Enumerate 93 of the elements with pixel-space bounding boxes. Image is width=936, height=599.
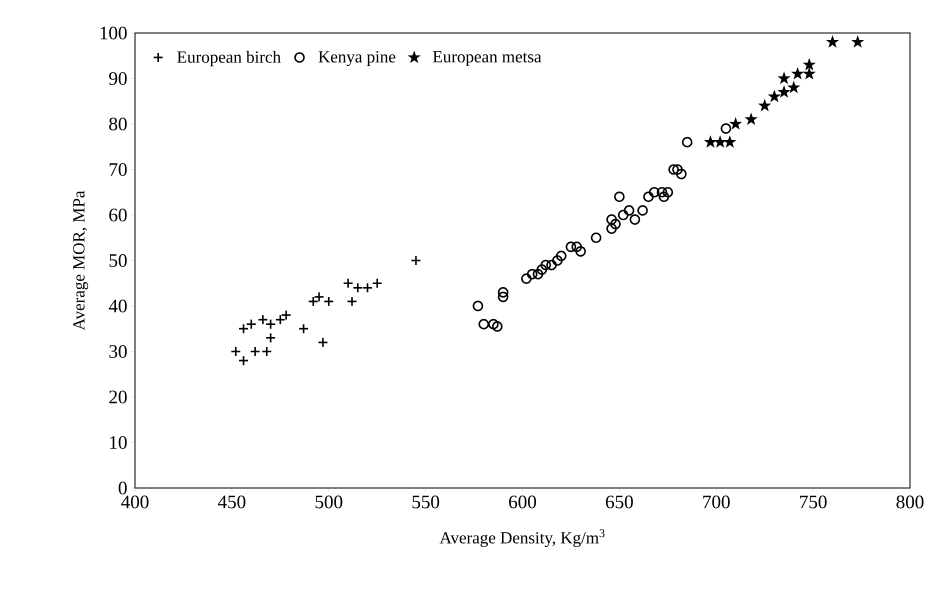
point: [492, 321, 503, 332]
point: [571, 242, 582, 252]
point: [526, 268, 538, 280]
point: [314, 292, 324, 302]
point: [624, 205, 634, 216]
point: [804, 60, 814, 70]
point: [552, 255, 563, 266]
x-tick-label: 750: [800, 496, 827, 508]
point: [478, 318, 490, 330]
point: [606, 214, 617, 225]
point: [746, 114, 756, 124]
y-tick-label: 60: [109, 208, 127, 222]
point: [323, 296, 334, 307]
y-tick-label: 10: [110, 436, 127, 449]
y-tick-label: 20: [109, 390, 127, 404]
point: [238, 355, 249, 366]
point: [265, 332, 276, 344]
point: [720, 123, 732, 134]
point: [318, 337, 328, 348]
y-tick-label: 80: [109, 118, 127, 130]
point: [730, 118, 741, 128]
point: [230, 346, 242, 357]
point: [410, 255, 422, 266]
point: [590, 232, 602, 244]
point: [498, 292, 508, 302]
point: [536, 264, 548, 275]
point: [676, 168, 687, 180]
point: [556, 250, 567, 262]
y-tick-label: 40: [108, 300, 127, 312]
point: [575, 246, 586, 257]
point: [852, 36, 863, 47]
x-tick-label: 550: [412, 496, 440, 508]
x-tick-label: 450: [218, 496, 246, 508]
point: [668, 164, 679, 175]
y-tick-label: 70: [110, 163, 127, 176]
point: [298, 323, 309, 334]
point: [610, 218, 621, 230]
y-tick-label: 50: [110, 254, 127, 267]
point: [637, 205, 648, 216]
point: [566, 242, 576, 252]
point: [352, 282, 364, 294]
x-axis-title: Average Density, Kg/m$^{3}$: [440, 529, 605, 548]
x-tick-label: 600: [509, 496, 536, 508]
x-tick-label: 400: [121, 496, 149, 508]
point: [246, 318, 257, 330]
point: [760, 100, 770, 110]
point: [778, 86, 790, 97]
point: [672, 164, 683, 175]
point: [250, 346, 260, 357]
point: [648, 186, 660, 198]
point: [804, 68, 814, 78]
point: [606, 223, 617, 234]
point: [658, 191, 670, 202]
point: [472, 300, 484, 312]
x-tick-label: 800: [896, 496, 924, 508]
point: [532, 268, 544, 280]
point: [280, 310, 292, 320]
point: [724, 136, 735, 147]
point: [614, 191, 625, 202]
point: [630, 214, 640, 225]
y-tick-label: 90: [109, 72, 127, 85]
point: [540, 260, 552, 270]
point: [778, 73, 790, 83]
point: [498, 287, 508, 298]
point: [546, 260, 557, 270]
x-tick-label: 500: [316, 496, 342, 508]
point: [308, 296, 319, 307]
point: [488, 318, 499, 330]
legend-label: European birch: [177, 50, 281, 66]
legend-label: European metsa: [432, 51, 542, 66]
y-axis-title: Average MOR, MPa: [73, 190, 88, 330]
point: [643, 191, 654, 202]
y-tick-label: 30: [109, 345, 127, 358]
point: [261, 346, 272, 357]
point: [682, 136, 692, 148]
point: [769, 91, 780, 102]
point: [618, 210, 629, 220]
x-tick-label: 700: [703, 496, 730, 508]
point: [792, 68, 803, 78]
point: [788, 82, 799, 92]
point: [827, 36, 838, 47]
point: [521, 273, 532, 284]
point: [362, 282, 373, 294]
y-tick-label: 100: [100, 26, 127, 40]
point: [275, 314, 286, 325]
y-tick-label: 0: [118, 482, 127, 494]
point: [715, 136, 726, 147]
point: [662, 186, 674, 198]
point: [656, 186, 668, 198]
legend-label: Kenya pine: [318, 51, 396, 66]
x-tick-label: 650: [606, 496, 633, 508]
point: [238, 323, 249, 334]
point: [705, 136, 716, 147]
